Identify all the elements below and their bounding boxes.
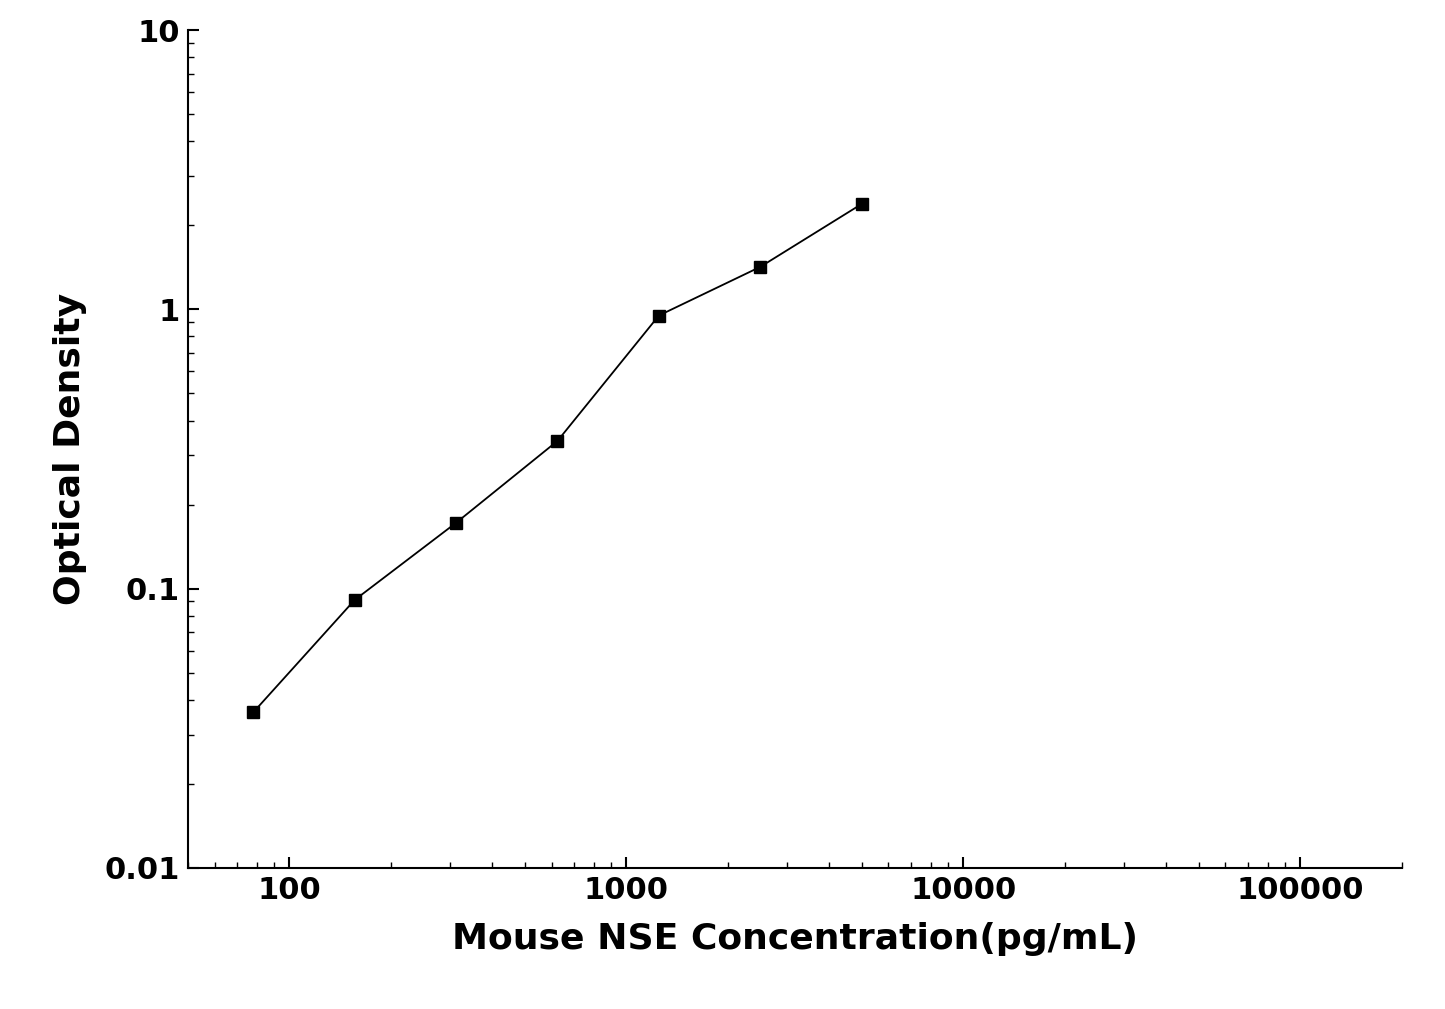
Y-axis label: Optical Density: Optical Density <box>53 293 88 605</box>
X-axis label: Mouse NSE Concentration(pg/mL): Mouse NSE Concentration(pg/mL) <box>452 922 1137 956</box>
